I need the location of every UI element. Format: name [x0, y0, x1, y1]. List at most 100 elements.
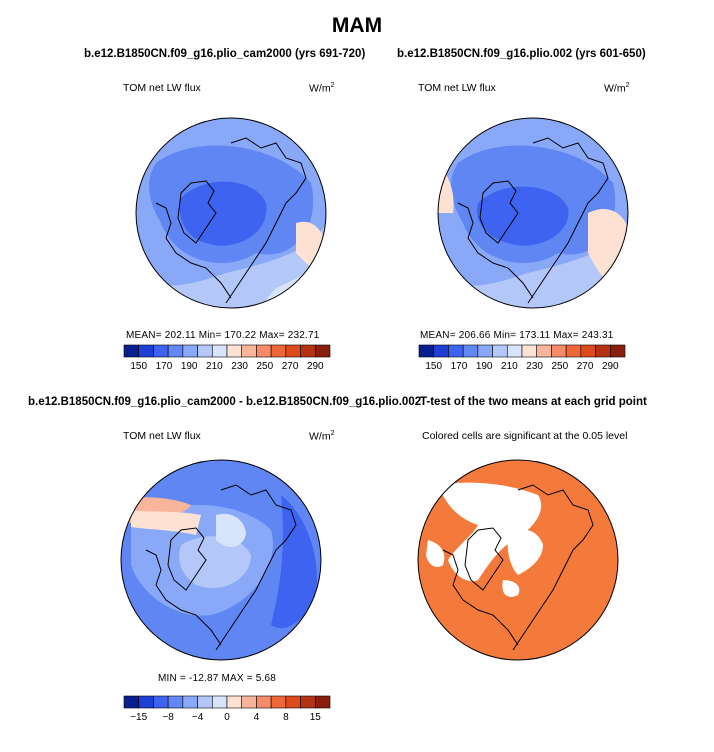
panel2-colorbar-cell	[418, 344, 435, 358]
panel2-colorbar-cell	[536, 344, 552, 358]
panel1-colorbar-cell	[138, 344, 154, 358]
panel2-warm-patch-east	[588, 208, 628, 303]
panel1-colorbar-cell	[153, 344, 169, 358]
panel1-units-base: W/m	[309, 82, 331, 95]
panel2-colorbar-tick-label: 250	[551, 361, 569, 372]
panel1-stats: MEAN= 202.11 Min= 170.22 Max= 232.71	[126, 330, 320, 341]
panel1-colorbar-tick-label: 210	[206, 361, 223, 372]
panel3-colorbar-cell	[197, 695, 213, 709]
panel2-colorbar-tick-label: 150	[425, 361, 443, 372]
panel1-colorbar-cell	[226, 344, 243, 358]
panel1-colorbar-tick-label: 170	[155, 361, 173, 372]
panel1-colorbar-tick-label: 290	[306, 361, 324, 372]
panel3-colorbar	[123, 695, 331, 709]
panel2-colorbar-cell	[462, 344, 479, 358]
panel2-colorbar-tick-label: 170	[450, 361, 468, 372]
panel3-stats: MIN = -12.87 MAX = 5.68	[158, 673, 276, 684]
panel2-colorbar-tick-label: 270	[576, 361, 594, 372]
panel3-colorbar-tick-label: −15	[130, 712, 148, 723]
panel2-units-base: W/m	[604, 82, 626, 95]
panel3-units-label: W/m2	[309, 430, 334, 443]
panel2-landmass-eurasia	[527, 137, 609, 304]
panel3-run-title: b.e12.B1850CN.f09_g16.plio_cam2000 - b.e…	[28, 396, 422, 408]
panel3-units-exp: 2	[330, 430, 335, 437]
panel2-darkest-region	[477, 186, 569, 246]
panel4-nonsig-region-central	[507, 529, 543, 575]
panel3-colorbar-cell	[211, 695, 228, 709]
panel1-colorbar-cell	[182, 344, 198, 358]
panel3-colorbar-cell	[314, 695, 331, 709]
panel4-nonsig-region-south	[502, 580, 520, 597]
panel2-variable-label: TOM net LW flux	[418, 82, 496, 94]
panel3-near-zero-region	[216, 513, 246, 547]
panel1-map-border	[135, 117, 327, 309]
panel1-colorbar-tick-label: 230	[231, 361, 248, 372]
panel3-colorbar-cell	[138, 695, 154, 709]
panel3-colorbar-cell	[285, 695, 301, 709]
panel2-colorbar-cell	[580, 344, 596, 358]
panel2-colorbar-cell	[595, 344, 611, 358]
panel3-warm-patch-light	[131, 510, 201, 535]
panel2-colorbar-tick-label: 190	[475, 361, 493, 372]
panel1-colorbar	[123, 344, 331, 358]
panel2-stats: MEAN= 206.66 Min= 173.11 Max= 243.31	[420, 330, 614, 341]
panel4-map-border	[417, 459, 619, 661]
panel2-colorbar-cell	[433, 344, 449, 358]
panel1-colorbar-cell	[270, 344, 287, 358]
panel3-colorbar-cell	[167, 695, 184, 709]
panel3-landmass-greenland	[167, 527, 207, 591]
panel1-colorbar-cell	[123, 344, 140, 358]
panel1-colorbar-tick-label: 270	[281, 361, 299, 372]
panel4-run-title: T-test of the two means at each grid poi…	[420, 396, 647, 408]
panel3-units-base: W/m	[309, 430, 331, 443]
panel3-colorbar-tick-label: 0	[224, 712, 230, 723]
panel3-colorbar-cell	[153, 695, 169, 709]
panel2-colorbar-cell	[506, 344, 523, 358]
panel3-colorbar-tick-label: −4	[191, 712, 204, 723]
panel4-landmass-greenland	[464, 527, 504, 591]
panel1-colorbar-cell	[256, 344, 272, 358]
panel1-map	[135, 117, 327, 309]
panel3-colorbar-cell	[300, 695, 316, 709]
panel2-map	[437, 117, 629, 309]
panel3-colorbar-tick-label: 4	[253, 712, 260, 723]
panel4-map	[417, 459, 619, 661]
panel3-landmass-canada	[145, 549, 222, 646]
panel1-colorbar-cell	[241, 344, 257, 358]
panel2-colorbar-labels: 150 170 190 210 230 250 270 290	[419, 361, 625, 375]
panel4-nonsig-region-west	[426, 540, 445, 567]
panel2-colorbar-cell	[565, 344, 582, 358]
panel1-colorbar-tick-label: 190	[180, 361, 198, 372]
panel3-colorbar-cell	[241, 695, 257, 709]
panel1-colorbar-cell	[314, 344, 331, 358]
panel1-landmass-greenland	[177, 180, 217, 244]
panel4-landmass-eurasia	[512, 484, 594, 651]
panel4-nonsig-region-north	[438, 482, 542, 582]
figure-title: MAM	[331, 14, 383, 37]
panel2-colorbar	[418, 344, 626, 358]
panel1-variable-label: TOM net LW flux	[123, 82, 201, 94]
panel4-landmass-canada	[442, 549, 519, 646]
panel3-colorbar-cell	[270, 695, 287, 709]
panel3-dark-east	[271, 495, 317, 629]
panel2-colorbar-tick-label: 210	[501, 361, 518, 372]
panel2-colorbar-cell	[492, 344, 508, 358]
panel3-colorbar-tick-label: 15	[309, 712, 321, 723]
panel3-colorbar-tick-label: −8	[162, 712, 174, 723]
panel2-landmass-greenland	[479, 180, 519, 244]
panel1-colorbar-labels: 150 170 190 210 230 250 270 290	[124, 361, 330, 375]
panel1-colorbar-cell	[167, 344, 184, 358]
panel3-lighter-region	[179, 536, 251, 589]
panel4-note: Colored cells are significant at the 0.0…	[422, 430, 628, 442]
panel2-colorbar-cell	[448, 344, 464, 358]
panel2-units-exp: 2	[625, 82, 630, 89]
panel2-colorbar-cell	[551, 344, 567, 358]
panel1-landmass-canada	[155, 202, 232, 299]
panel2-landmass-canada	[457, 202, 534, 299]
panel1-darkest-region	[179, 181, 267, 246]
panel1-units-exp: 2	[330, 82, 335, 89]
panel2-colorbar-tick-label: 290	[601, 361, 619, 372]
panel2-units-label: W/m2	[604, 82, 629, 95]
panel3-colorbar-cell	[226, 695, 243, 709]
panel2-run-title: b.e12.B1850CN.f09_g16.plio.002 (yrs 601-…	[397, 48, 646, 60]
